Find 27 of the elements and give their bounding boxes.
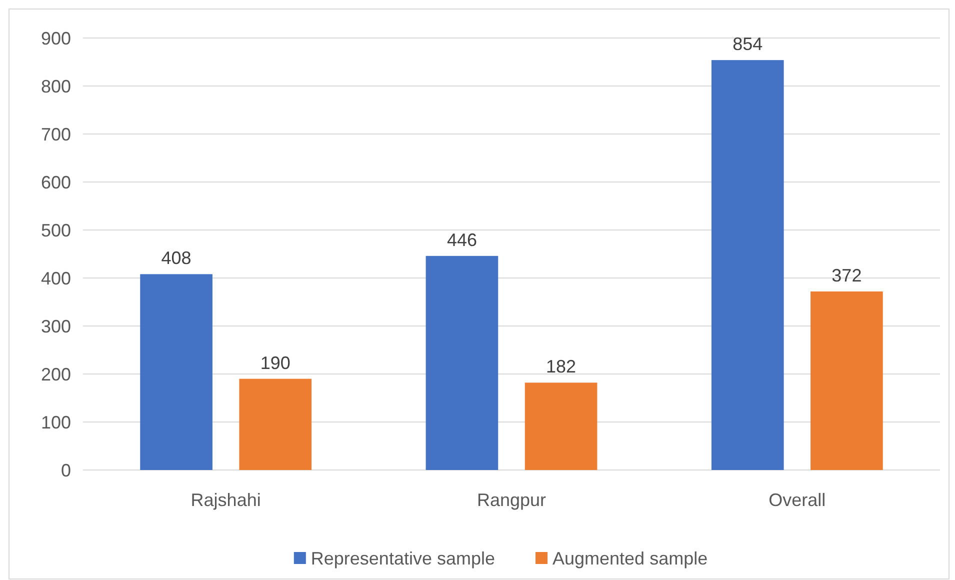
y-tick-label: 700 — [40, 124, 71, 144]
bar — [140, 274, 212, 470]
bar — [711, 60, 784, 470]
data-label: 408 — [161, 248, 192, 268]
bar — [524, 382, 598, 470]
x-tick-label: Overall — [768, 490, 826, 510]
data-label: 182 — [546, 356, 576, 377]
y-tick-label: 0 — [60, 460, 71, 480]
y-tick-label: 100 — [40, 412, 71, 432]
bar — [426, 256, 498, 470]
x-tick-label: Rajshahi — [190, 490, 261, 510]
legend-label: Representative sample — [310, 548, 496, 568]
y-tick-label: 900 — [40, 28, 71, 48]
bar — [810, 291, 883, 470]
y-tick-label: 800 — [40, 76, 71, 96]
data-label: 190 — [260, 352, 290, 373]
y-tick-label: 300 — [40, 316, 71, 336]
data-label: 446 — [446, 230, 477, 250]
y-tick-label: 600 — [40, 172, 71, 192]
data-label: 372 — [832, 265, 862, 286]
y-tick-label: 500 — [40, 220, 71, 240]
legend-label: Augmented sample — [552, 548, 708, 568]
data-label: 854 — [732, 34, 763, 54]
y-tick-label: 200 — [40, 364, 71, 384]
y-tick-label: 400 — [40, 268, 71, 288]
bar — [239, 378, 312, 470]
x-tick-label: Rangpur — [476, 490, 546, 510]
